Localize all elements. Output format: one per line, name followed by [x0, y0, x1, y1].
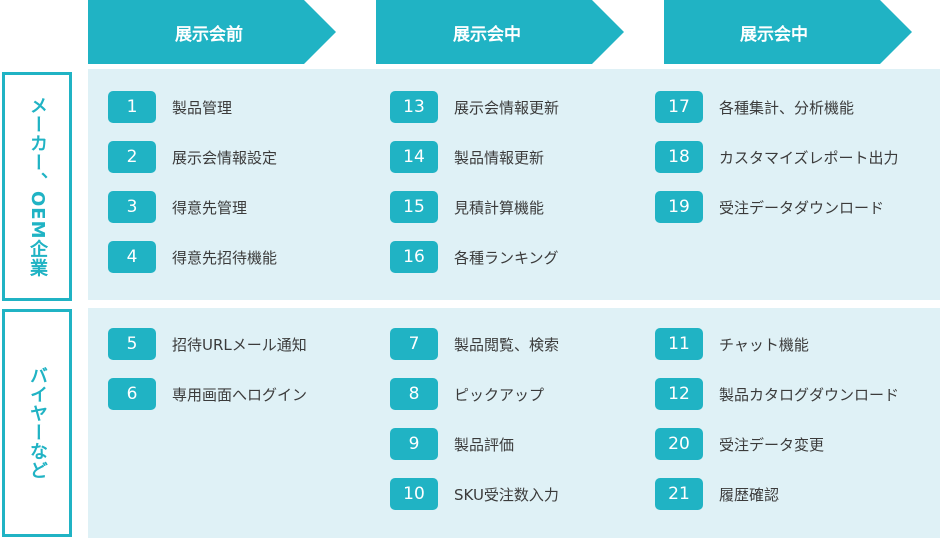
row-label-manufacturer: メーカー、OEM企業: [2, 72, 72, 301]
feature-label: 製品閲覧、検索: [454, 335, 560, 354]
phase-header-label: 展示会中: [453, 24, 521, 45]
feature-number-badge: 12: [655, 378, 703, 410]
row-label-text: メーカー、OEM企業: [27, 95, 48, 278]
feature-item: 13 展示会情報更新: [390, 91, 559, 123]
feature-label: 各種ランキング: [454, 248, 559, 267]
feature-number-badge: 5: [108, 328, 156, 360]
feature-number-badge: 14: [390, 141, 438, 173]
feature-item: 14 製品情報更新: [390, 141, 544, 173]
feature-label: ピックアップ: [454, 385, 545, 404]
row-label-buyer: バイヤーなど: [2, 309, 72, 537]
feature-item: 9 製品評価: [390, 428, 514, 460]
feature-number-badge: 10: [390, 478, 438, 510]
feature-label: 各種集計、分析機能: [719, 98, 855, 117]
feature-number-badge: 2: [108, 141, 156, 173]
feature-label: 招待URLメール通知: [172, 335, 307, 354]
feature-number-badge: 9: [390, 428, 438, 460]
feature-label: 製品カタログダウンロード: [719, 385, 900, 404]
feature-item: 10 SKU受注数入力: [390, 478, 559, 510]
feature-label: 展示会情報更新: [454, 98, 560, 117]
feature-number-badge: 16: [390, 241, 438, 273]
feature-label: 得意先管理: [172, 198, 248, 217]
feature-label: 製品評価: [454, 435, 515, 454]
feature-item: 7 製品閲覧、検索: [390, 328, 559, 360]
feature-label: カスタマイズレポート出力: [719, 148, 899, 167]
feature-item: 4 得意先招待機能: [108, 241, 277, 273]
feature-label: 専用画面へログイン: [172, 385, 308, 404]
phase-header-label: 展示会前: [175, 24, 243, 45]
feature-item: 8 ピックアップ: [390, 378, 544, 410]
manufacturer-panel: [88, 69, 940, 300]
feature-label: 展示会情報設定: [172, 148, 278, 167]
phase-header-label: 展示会中: [740, 24, 808, 45]
feature-item: 15 見積計算機能: [390, 191, 544, 223]
feature-item: 18 カスタマイズレポート出力: [655, 141, 899, 173]
feature-label: 履歴確認: [719, 485, 780, 504]
feature-number-badge: 21: [655, 478, 703, 510]
feature-label: SKU受注数入力: [454, 485, 559, 504]
feature-number-badge: 11: [655, 328, 703, 360]
feature-number-badge: 19: [655, 191, 703, 223]
feature-item: 21 履歴確認: [655, 478, 779, 510]
feature-item: 1 製品管理: [108, 91, 232, 123]
feature-number-badge: 6: [108, 378, 156, 410]
feature-item: 11 チャット機能: [655, 328, 809, 360]
feature-item: 19 受注データダウンロード: [655, 191, 884, 223]
feature-number-badge: 8: [390, 378, 438, 410]
feature-number-badge: 20: [655, 428, 703, 460]
feature-item: 16 各種ランキング: [390, 241, 559, 273]
feature-number-badge: 1: [108, 91, 156, 123]
feature-label: 製品管理: [172, 98, 233, 117]
phase-header-during: 展示会中: [376, 0, 624, 64]
feature-number-badge: 7: [390, 328, 438, 360]
feature-number-badge: 3: [108, 191, 156, 223]
feature-item: 3 得意先管理: [108, 191, 247, 223]
feature-number-badge: 4: [108, 241, 156, 273]
phase-header-before: 展示会前: [88, 0, 336, 64]
feature-item: 5 招待URLメール通知: [108, 328, 307, 360]
feature-number-badge: 13: [390, 91, 438, 123]
feature-item: 6 専用画面へログイン: [108, 378, 307, 410]
feature-item: 12 製品カタログダウンロード: [655, 378, 899, 410]
feature-label: チャット機能: [719, 335, 809, 354]
feature-number-badge: 15: [390, 191, 438, 223]
feature-label: 製品情報更新: [454, 148, 545, 167]
feature-number-badge: 17: [655, 91, 703, 123]
feature-item: 20 受注データ変更: [655, 428, 824, 460]
feature-label: 見積計算機能: [454, 198, 545, 217]
phase-header-during-2: 展示会中: [664, 0, 912, 64]
feature-number-badge: 18: [655, 141, 703, 173]
feature-label: 得意先招待機能: [172, 248, 278, 267]
feature-item: 2 展示会情報設定: [108, 141, 277, 173]
row-label-text: バイヤーなど: [27, 366, 48, 480]
feature-label: 受注データダウンロード: [719, 198, 885, 217]
feature-label: 受注データ変更: [719, 435, 825, 454]
buyer-panel: [88, 308, 940, 538]
feature-item: 17 各種集計、分析機能: [655, 91, 854, 123]
